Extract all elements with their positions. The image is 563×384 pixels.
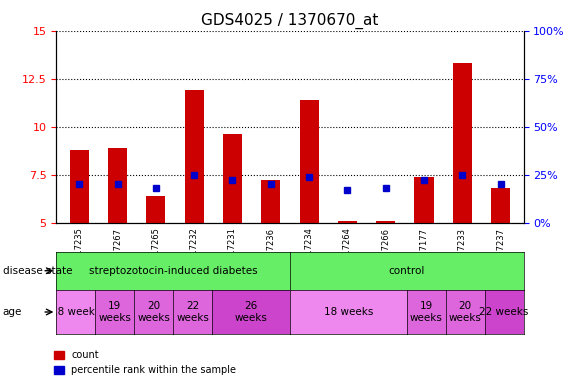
Text: 19
weeks: 19 weeks	[99, 301, 131, 323]
Bar	[70, 150, 89, 223]
Bar	[414, 177, 434, 223]
Bar	[261, 180, 280, 223]
Text: disease state: disease state	[3, 266, 72, 276]
Text: 18 weeks: 18 weeks	[51, 307, 100, 317]
Bar	[300, 100, 319, 223]
Text: age: age	[3, 307, 22, 317]
Bar	[223, 134, 242, 223]
Legend: count, percentile rank within the sample: count, percentile rank within the sample	[50, 346, 240, 379]
Title: GDS4025 / 1370670_at: GDS4025 / 1370670_at	[201, 13, 379, 29]
Bar	[376, 221, 395, 223]
Text: 20
weeks: 20 weeks	[137, 301, 170, 323]
Text: 22 weeks: 22 weeks	[480, 307, 529, 317]
Text: streptozotocin-induced diabetes: streptozotocin-induced diabetes	[89, 266, 257, 276]
Bar	[185, 90, 204, 223]
Bar	[108, 148, 127, 223]
Bar	[146, 196, 166, 223]
Text: 22
weeks: 22 weeks	[176, 301, 209, 323]
Text: 19
weeks: 19 weeks	[410, 301, 443, 323]
Bar	[491, 188, 510, 223]
Bar	[338, 221, 357, 223]
Text: 20
weeks: 20 weeks	[449, 301, 481, 323]
Text: control: control	[388, 266, 425, 276]
Text: 26
weeks: 26 weeks	[235, 301, 267, 323]
Bar	[453, 63, 472, 223]
Text: 18 weeks: 18 weeks	[324, 307, 373, 317]
